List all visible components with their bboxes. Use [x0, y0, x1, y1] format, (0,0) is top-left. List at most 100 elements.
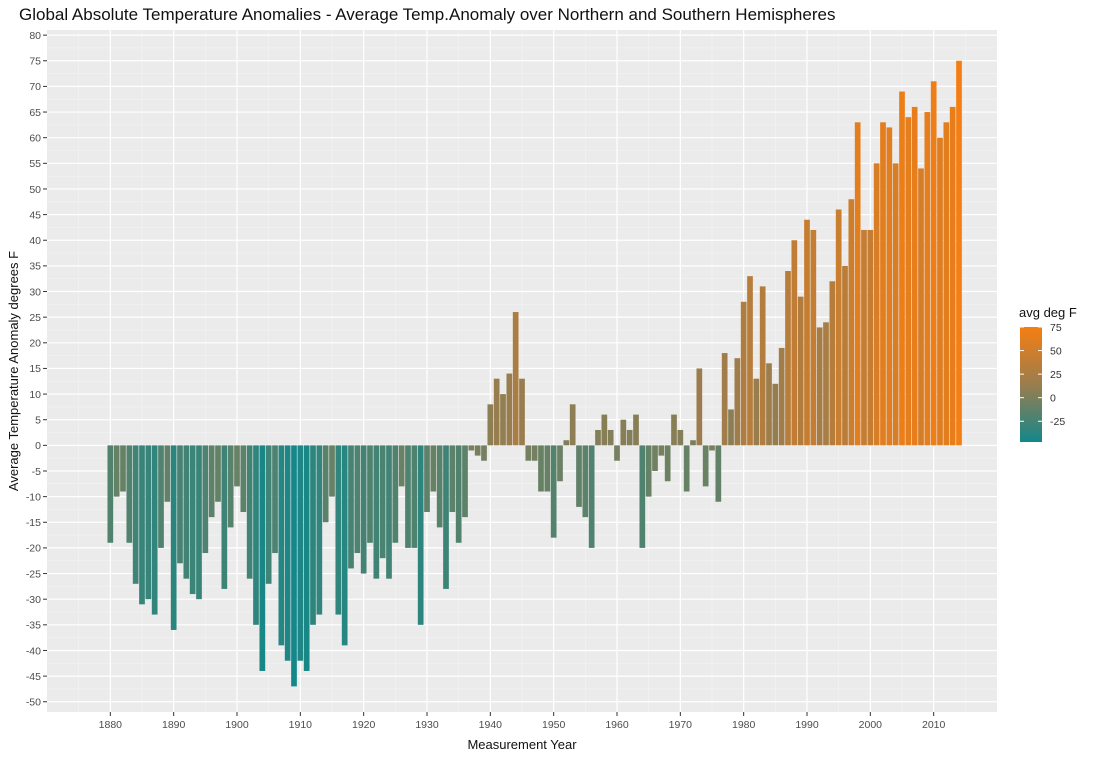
bar — [126, 445, 133, 543]
legend-label: -25 — [1050, 416, 1065, 428]
y-tick-label: -5 — [32, 466, 41, 478]
legend-label: 0 — [1050, 392, 1056, 404]
bar — [335, 445, 342, 615]
bar — [405, 445, 411, 548]
x-axis-label: Measurement Year — [467, 737, 577, 752]
bar — [107, 445, 114, 543]
bar — [284, 445, 291, 661]
x-tick-label: 1910 — [289, 719, 313, 731]
bar — [329, 445, 335, 497]
bar — [183, 445, 190, 579]
bar — [626, 429, 633, 446]
bar — [696, 368, 703, 446]
bar — [563, 440, 570, 446]
bar — [246, 445, 253, 579]
bar — [398, 445, 405, 487]
x-tick-label: 2010 — [922, 719, 946, 731]
x-tick-label: 1900 — [225, 719, 249, 731]
bar — [753, 378, 760, 446]
bar — [658, 445, 665, 456]
bar — [240, 445, 247, 513]
bar — [899, 91, 905, 446]
legend-label: 75 — [1050, 322, 1062, 334]
y-tick-label: 20 — [29, 338, 41, 350]
bar — [557, 445, 563, 482]
bar — [291, 445, 297, 687]
y-tick-label: 60 — [29, 132, 41, 144]
y-tick-label: 50 — [29, 184, 41, 196]
bar — [886, 127, 893, 446]
bar — [234, 445, 240, 487]
bar — [709, 445, 715, 451]
bar — [930, 81, 937, 446]
y-tick-label: 55 — [29, 158, 41, 170]
bar — [506, 373, 513, 446]
y-tick-label: 15 — [29, 363, 41, 375]
bar — [430, 445, 437, 492]
bar — [360, 445, 367, 574]
bar — [816, 327, 823, 446]
bar — [132, 445, 139, 584]
y-tick-label: 5 — [35, 415, 41, 427]
bar — [379, 445, 386, 559]
bar — [601, 414, 608, 446]
bar — [120, 445, 126, 492]
bar — [595, 429, 601, 446]
legend: 75 50 25 0 -25 — [1020, 322, 1065, 442]
legend-label: 25 — [1050, 369, 1062, 381]
y-tick-label: 30 — [29, 286, 41, 298]
bar — [804, 219, 810, 446]
y-tick-label: -35 — [26, 620, 41, 632]
bar — [949, 106, 956, 446]
y-axis: -50-45-40-35-30-25-20-15-10-505101520253… — [26, 30, 47, 709]
x-tick-label: 1950 — [542, 719, 566, 731]
bar — [455, 445, 462, 543]
bar — [937, 137, 943, 446]
bar — [151, 445, 158, 615]
bar — [550, 445, 557, 538]
y-tick-label: 0 — [35, 440, 41, 452]
bar — [354, 445, 361, 554]
bar — [208, 445, 215, 518]
bar — [462, 445, 468, 518]
bar — [145, 445, 152, 600]
x-tick-label: 1880 — [99, 719, 123, 731]
bar — [202, 445, 209, 554]
bar — [702, 445, 709, 487]
y-tick-label: -15 — [26, 517, 41, 529]
bar — [829, 281, 836, 446]
bar — [392, 445, 399, 543]
y-tick-label: 10 — [29, 389, 41, 401]
bar — [582, 445, 589, 518]
bar — [607, 429, 614, 446]
y-tick-label: -10 — [26, 491, 41, 503]
bar — [272, 445, 278, 554]
bar — [747, 276, 753, 446]
bar — [196, 445, 202, 600]
bar — [848, 199, 855, 446]
bar — [303, 445, 310, 671]
bar — [911, 106, 918, 446]
bar — [740, 301, 747, 446]
bar — [734, 358, 741, 446]
y-tick-label: -45 — [26, 671, 41, 683]
bar — [791, 240, 798, 446]
x-tick-label: 2000 — [859, 719, 883, 731]
bar — [645, 445, 652, 497]
bar — [443, 445, 449, 589]
bar — [766, 363, 772, 446]
bar — [652, 445, 658, 471]
bars — [107, 60, 962, 687]
bar — [671, 414, 677, 446]
bar — [639, 445, 646, 548]
bar — [367, 445, 373, 543]
bar — [538, 445, 544, 492]
y-tick-label: 80 — [29, 30, 41, 42]
bar — [943, 122, 950, 446]
bar — [588, 445, 595, 548]
bar — [576, 445, 582, 507]
x-axis: 1880 1890 1900 1910 1920 1930 1940 1950 1960 1970… — [99, 712, 946, 731]
x-tick-label: 1990 — [795, 719, 819, 731]
